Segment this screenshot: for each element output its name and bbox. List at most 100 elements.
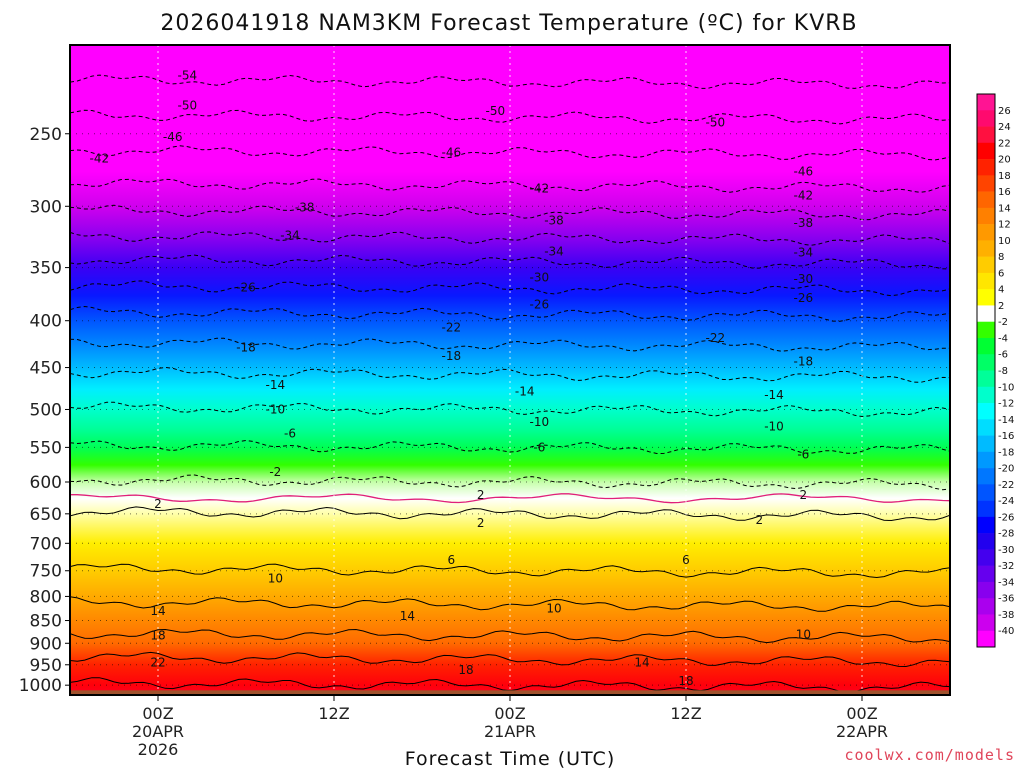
colorbar-swatch (977, 337, 995, 355)
contour-label: -18 (442, 349, 462, 363)
colorbar-tick-label: -16 (998, 431, 1014, 442)
colorbar-swatch (977, 256, 995, 274)
colorbar-swatch (977, 224, 995, 241)
contour-label: -46 (794, 165, 814, 179)
contour-label: -6 (797, 448, 809, 462)
colorbar-tick-label: 22 (998, 138, 1011, 149)
contour-label: -46 (442, 145, 462, 159)
contour-label: 2 (756, 513, 764, 527)
x-tick-label: 00Z (494, 704, 525, 723)
colorbar-swatch (977, 403, 995, 420)
colorbar-tick-label: 10 (998, 236, 1011, 247)
colorbar-swatch (977, 419, 995, 436)
colorbar-tick-label: 18 (998, 171, 1011, 182)
contour-label: -22 (706, 331, 726, 345)
contour-label: -50 (706, 115, 726, 129)
contour-label: 14 (634, 655, 649, 669)
isotherm-line (70, 231, 950, 246)
colorbar-tick-label: -6 (998, 350, 1008, 361)
contour-label: -42 (90, 151, 110, 165)
colorbar-tick-label: 6 (998, 268, 1004, 279)
colorbar-swatch (977, 451, 995, 469)
contour-label: 2 (800, 488, 808, 502)
colorbar-swatch (977, 516, 995, 534)
colorbar-tick-label: 26 (998, 106, 1011, 117)
contour-label: -6 (533, 440, 545, 454)
contour-label: -26 (530, 297, 550, 311)
chart-title: 2026041918 NAM3KM Forecast Temperature (… (160, 11, 857, 36)
colorbar-tick-label: -12 (998, 399, 1014, 410)
colorbar-tick-label: 8 (998, 252, 1004, 263)
colorbar-swatch (977, 289, 995, 306)
x-tick-label: 21APR (484, 722, 536, 741)
colorbar-swatch (977, 126, 995, 144)
contour-label: -38 (544, 214, 564, 228)
x-tick-label: 12Z (670, 704, 701, 723)
contour-label: 2 (477, 488, 485, 502)
contour-label: 22 (150, 656, 165, 670)
y-tick-label: 300 (30, 197, 62, 217)
y-tick-label: 500 (30, 400, 62, 420)
contour-label: -50 (486, 104, 506, 118)
contour-label: -14 (266, 378, 286, 392)
contour-label: -38 (295, 201, 315, 215)
contour-label: -34 (794, 246, 814, 260)
colorbar-tick-label: 16 (998, 187, 1011, 198)
colorbar-swatch (977, 549, 995, 566)
contour-label: 6 (448, 553, 456, 567)
colorbar-tick-label: -22 (998, 480, 1014, 491)
colorbar-tick-label: -38 (998, 610, 1014, 621)
contour-label: 18 (678, 674, 693, 688)
colorbar-swatch (977, 94, 995, 111)
y-tick-label: 400 (30, 312, 62, 332)
colorbar-frame (976, 93, 996, 648)
y-tick-label: 350 (30, 259, 62, 279)
isotherm-line (70, 109, 950, 125)
contour-label: -30 (794, 272, 814, 286)
contour-label: -54 (178, 69, 198, 83)
colorbar-swatch (977, 142, 995, 160)
colorbar-tick-label: -20 (998, 464, 1014, 475)
colorbar-tick-label: 2 (998, 301, 1004, 312)
colorbar-swatch (977, 305, 995, 322)
colorbar-tick-label: 24 (998, 122, 1011, 133)
contour-label: -26 (794, 291, 814, 305)
colorbar-swatch (977, 386, 995, 404)
isotherm-line (70, 563, 950, 579)
colorbar-swatch (977, 354, 995, 371)
y-tick-label: 750 (30, 562, 62, 582)
colorbar-swatch (977, 468, 995, 485)
colorbar-tick-label: -10 (998, 382, 1014, 393)
colorbar-tick-label: -8 (998, 366, 1008, 377)
colorbar-swatch (977, 321, 995, 339)
colorbar-tick-label: -34 (998, 577, 1014, 588)
y-tick-label: 650 (30, 505, 62, 525)
colorbar-swatch (977, 435, 995, 453)
contour-label: -50 (178, 99, 198, 113)
colorbar-swatch (977, 614, 995, 632)
y-tick-label: 700 (30, 534, 62, 554)
contour-label: -14 (515, 385, 535, 399)
isotherm-line (70, 145, 950, 161)
colorbar-swatch (977, 207, 995, 225)
x-tick-label: 00Z (142, 704, 173, 723)
colorbar-swatch (977, 272, 995, 290)
contour-label: -26 (236, 281, 256, 295)
contour-label: 2 (154, 497, 162, 511)
colorbar-legend: 26 24 22 20 18 16 14 12 10 8 6 4 2 -2 -4 -6 -8 -10 -12 -14 -… (976, 93, 1014, 648)
x-tick-label: 12Z (318, 704, 349, 723)
colorbar-tick-label: -30 (998, 545, 1014, 556)
contour-label: -14 (764, 388, 784, 402)
contour-label: 18 (458, 663, 473, 677)
isotherm-line (70, 74, 950, 89)
isotherm-line (70, 506, 950, 522)
isotherm-line (70, 337, 950, 352)
x-axis-label: Forecast Time (UTC) (405, 748, 615, 768)
y-tick-label: 450 (30, 359, 62, 379)
x-tick-label: 00Z (846, 704, 877, 723)
colorbar-tick-label: 12 (998, 220, 1011, 231)
contour-label: -10 (266, 402, 286, 416)
y-tick-label: 250 (30, 125, 62, 145)
